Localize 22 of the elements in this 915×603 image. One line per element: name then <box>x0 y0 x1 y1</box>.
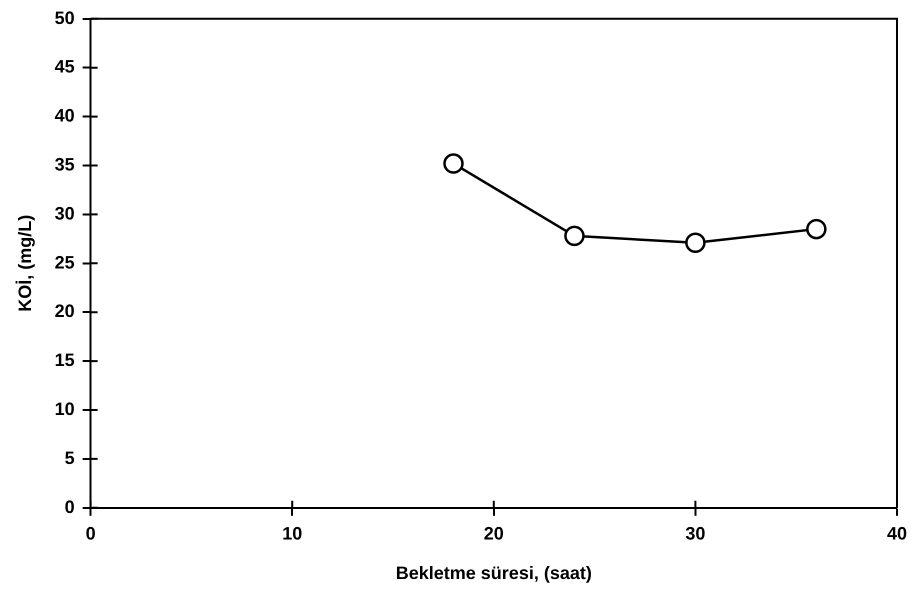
y-tick-label: 40 <box>54 106 75 126</box>
y-tick-label: 50 <box>54 8 75 28</box>
y-tick-label: 15 <box>54 350 75 370</box>
point <box>806 218 827 240</box>
y-tick-label: 30 <box>54 203 75 224</box>
point <box>564 226 585 246</box>
y-tick-label: 5 <box>64 448 75 468</box>
y-tick-label: 35 <box>54 154 75 174</box>
y-tick-label: 25 <box>54 252 75 272</box>
point <box>685 232 706 254</box>
x-axis-title: Bekletme süresi, (saat) <box>396 563 592 584</box>
x-tick-label: 40 <box>886 524 908 544</box>
y-tick-label: 45 <box>54 56 75 77</box>
x-tick-label: 20 <box>484 524 504 544</box>
x-tick-label: 10 <box>282 524 302 544</box>
y-tick-label: 20 <box>54 301 75 322</box>
y-tick-label: 0 <box>64 496 75 517</box>
point <box>443 153 464 174</box>
y-axis-title: KOİ, (mg/L) <box>14 214 35 312</box>
x-tick-label: 0 <box>86 524 96 544</box>
x-tick-label: 30 <box>685 524 706 544</box>
y-tick-label: 10 <box>54 398 75 419</box>
